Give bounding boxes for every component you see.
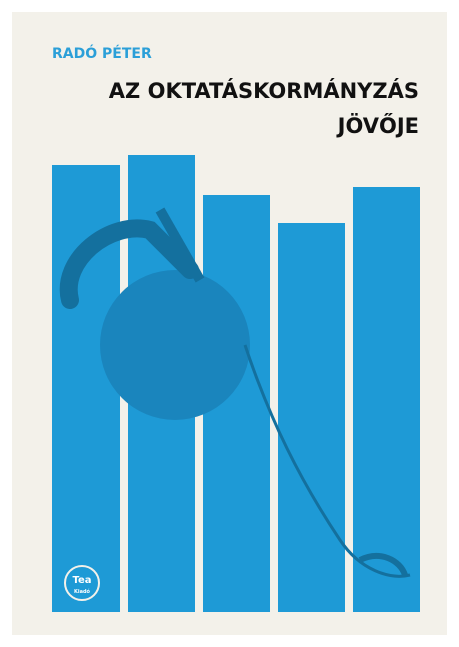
bar xyxy=(353,187,420,612)
title-line: JÖVŐJE xyxy=(336,113,419,138)
author: RADÓ PÉTER xyxy=(52,44,152,62)
publisher-sub: Kiadó xyxy=(74,588,91,595)
logo-circle xyxy=(64,565,100,601)
leash-illustration xyxy=(59,207,411,578)
title-line: AZ OKTATÁSKORMÁNYZÁS xyxy=(109,78,419,103)
publisher-logo: Tea Kiadó xyxy=(64,565,100,601)
bar xyxy=(278,223,345,612)
publisher-name: Tea xyxy=(72,575,91,586)
